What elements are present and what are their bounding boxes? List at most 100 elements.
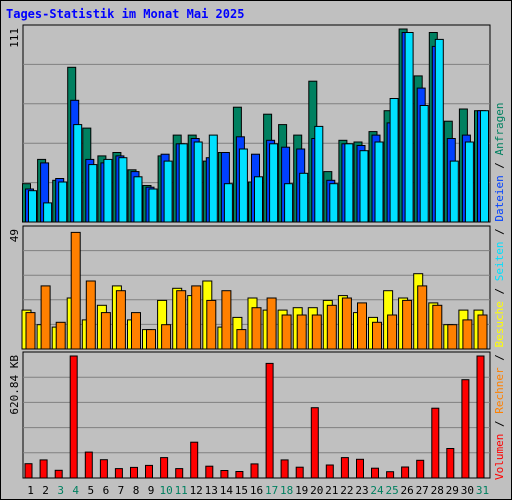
bar-volumen-day-30 bbox=[461, 379, 470, 479]
bar-volumen-day-10 bbox=[160, 457, 169, 479]
bar-rechner-day-8 bbox=[131, 312, 141, 350]
x-tick-label-2: 2 bbox=[42, 484, 49, 497]
bar-volumen-day-23 bbox=[356, 458, 364, 479]
legend-separator: / bbox=[493, 155, 506, 175]
x-tick-label-3: 3 bbox=[57, 484, 64, 497]
bar-rechner-day-6 bbox=[100, 312, 111, 350]
legend-item-dateien: Dateien bbox=[493, 175, 506, 221]
bar-seiten-day-13 bbox=[208, 134, 218, 223]
legend-item-volumen: Volumen bbox=[493, 434, 506, 480]
bar-rechner-day-21 bbox=[326, 304, 337, 350]
bar-volumen-day-13 bbox=[205, 465, 214, 479]
x-tick-label-8: 8 bbox=[133, 484, 140, 497]
bar-rechner-day-12 bbox=[191, 285, 202, 350]
x-tick-label-27: 27 bbox=[416, 484, 429, 497]
x-tick-label-19: 19 bbox=[295, 484, 308, 497]
bar-seiten-day-22 bbox=[344, 143, 354, 223]
bar-rechner-day-26 bbox=[402, 299, 413, 350]
x-tick-label-22: 22 bbox=[340, 484, 353, 497]
bar-rechner-day-16 bbox=[251, 307, 262, 350]
bar-rechner-day-25 bbox=[387, 314, 398, 350]
bar-volumen-day-16 bbox=[250, 463, 259, 479]
bar-volumen-day-29 bbox=[446, 448, 455, 479]
x-tick-label-17: 17 bbox=[265, 484, 278, 497]
x-tick-label-10: 10 bbox=[159, 484, 172, 497]
x-tick-label-26: 26 bbox=[400, 484, 413, 497]
bar-rechner-day-2 bbox=[40, 285, 51, 350]
y-max-label-top: 111 bbox=[8, 28, 21, 48]
legend: Volumen / Rechner / Besuche / Seiten / D… bbox=[493, 102, 506, 480]
bar-seiten-day-9 bbox=[148, 188, 158, 223]
bar-volumen-day-11 bbox=[175, 468, 184, 479]
bar-seiten-day-21 bbox=[329, 183, 339, 223]
x-tick-label-5: 5 bbox=[87, 484, 94, 497]
bar-seiten-day-8 bbox=[133, 176, 143, 223]
chart-title: Tages-Statistik im Monat Mai 2025 bbox=[6, 7, 245, 21]
x-tick-label-24: 24 bbox=[370, 484, 384, 497]
bar-volumen-day-6 bbox=[99, 459, 108, 479]
bar-seiten-day-4 bbox=[73, 124, 83, 223]
legend-separator: / bbox=[493, 348, 506, 368]
bar-volumen-day-26 bbox=[401, 466, 410, 479]
x-tick-label-20: 20 bbox=[310, 484, 323, 497]
bar-rechner-day-19 bbox=[296, 314, 307, 350]
bar-volumen-day-12 bbox=[190, 441, 199, 479]
bar-seiten-day-2 bbox=[43, 202, 53, 223]
x-tick-label-28: 28 bbox=[431, 484, 444, 497]
x-tick-label-15: 15 bbox=[235, 484, 248, 497]
bar-seiten-day-5 bbox=[88, 164, 98, 223]
bar-seiten-day-30 bbox=[464, 141, 474, 223]
bar-rechner-day-22 bbox=[341, 297, 352, 350]
bar-volumen-day-28 bbox=[431, 407, 440, 479]
x-tick-label-11: 11 bbox=[175, 484, 188, 497]
bar-rechner-day-5 bbox=[85, 280, 96, 350]
bar-volumen-day-18 bbox=[280, 459, 289, 479]
bar-volumen-day-15 bbox=[235, 471, 244, 479]
x-tick-label-25: 25 bbox=[385, 484, 398, 497]
bar-volumen-day-21 bbox=[325, 464, 334, 479]
bar-seiten-day-25 bbox=[389, 98, 399, 223]
bar-seiten-day-16 bbox=[254, 176, 263, 223]
x-tick-label-7: 7 bbox=[118, 484, 125, 497]
bar-seiten-day-27 bbox=[419, 105, 429, 223]
bar-seiten-day-15 bbox=[238, 148, 248, 223]
bar-rechner-day-31 bbox=[477, 314, 488, 350]
x-tick-label-1: 1 bbox=[27, 484, 34, 497]
bar-volumen-day-22 bbox=[340, 457, 349, 479]
y-max-label-middle: 49 bbox=[8, 229, 21, 242]
x-tick-label-16: 16 bbox=[250, 484, 263, 497]
bar-rechner-day-18 bbox=[281, 314, 292, 350]
legend-separator: / bbox=[493, 222, 506, 242]
legend-item-anfragen: Anfragen bbox=[493, 102, 506, 155]
bar-seiten-day-29 bbox=[449, 160, 459, 223]
bar-seiten-day-1 bbox=[28, 190, 37, 223]
bar-seiten-day-24 bbox=[374, 141, 384, 223]
x-tick-label-12: 12 bbox=[190, 484, 203, 497]
bar-volumen-day-25 bbox=[386, 471, 395, 479]
bar-seiten-day-3 bbox=[58, 181, 68, 223]
x-tick-label-30: 30 bbox=[461, 484, 474, 497]
bar-volumen-day-3 bbox=[54, 469, 63, 479]
bar-volumen-day-27 bbox=[416, 459, 425, 479]
x-tick-label-13: 13 bbox=[205, 484, 218, 497]
x-tick-label-18: 18 bbox=[280, 484, 293, 497]
bar-volumen-day-14 bbox=[220, 470, 229, 479]
bar-seiten-day-28 bbox=[434, 38, 444, 223]
bar-volumen-day-19 bbox=[295, 466, 304, 479]
bar-rechner-day-9 bbox=[146, 329, 156, 350]
x-tick-label-23: 23 bbox=[355, 484, 368, 497]
bar-seiten-day-19 bbox=[299, 172, 309, 223]
bar-rechner-day-11 bbox=[176, 290, 187, 350]
bar-seiten-day-23 bbox=[359, 150, 369, 223]
bar-volumen-day-20 bbox=[310, 407, 319, 479]
legend-item-besuche: Besuche bbox=[493, 301, 506, 347]
bar-volumen-day-8 bbox=[130, 466, 138, 479]
bar-volumen-day-31 bbox=[476, 355, 485, 479]
legend-item-rechner: Rechner bbox=[493, 367, 506, 414]
bar-rechner-day-1 bbox=[25, 312, 36, 350]
bar-rechner-day-30 bbox=[462, 319, 473, 350]
bar-seiten-day-7 bbox=[118, 157, 128, 223]
bar-seiten-day-11 bbox=[178, 143, 188, 223]
bar-rechner-day-17 bbox=[266, 297, 277, 350]
legend-separator: / bbox=[493, 414, 506, 434]
